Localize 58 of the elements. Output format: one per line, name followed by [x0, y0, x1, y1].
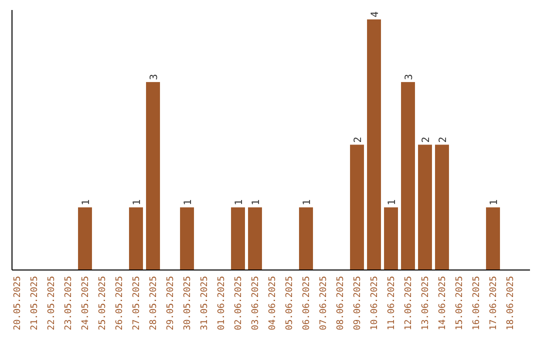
bar [367, 19, 381, 270]
bar [180, 207, 194, 270]
x-tick-label: 08.06.2025 [336, 276, 346, 330]
x-tick-label: 10.06.2025 [370, 276, 380, 330]
x-tick-label: 12.06.2025 [404, 276, 414, 330]
x-tick-label: 09.06.2025 [353, 276, 364, 330]
x-tick-label: 21.05.2025 [30, 276, 40, 330]
data-label: 1 [489, 199, 500, 206]
data-label: 1 [387, 199, 398, 206]
x-tick-label: 22.05.2025 [47, 276, 58, 330]
x-tick-label: 14.06.2025 [438, 276, 448, 330]
bar [401, 82, 415, 270]
x-tick-label: 06.06.2025 [302, 276, 312, 330]
x-tick-label: 01.06.2025 [217, 276, 228, 330]
bar [350, 144, 364, 270]
x-tick-label: 23.05.2025 [64, 276, 74, 330]
x-tick-label: 17.06.2025 [489, 276, 500, 330]
x-tick-label: 13.06.2025 [421, 276, 432, 330]
bar [146, 82, 160, 270]
x-tick-label: 03.06.2025 [251, 276, 262, 330]
bar [384, 207, 398, 270]
x-tick-label: 28.05.2025 [149, 276, 160, 330]
bar [486, 207, 500, 270]
bar [231, 207, 245, 270]
bar [299, 207, 313, 270]
bar [435, 144, 449, 270]
data-label: 2 [353, 136, 364, 143]
bar [129, 207, 143, 270]
bar [418, 144, 432, 270]
data-label: 1 [132, 199, 143, 206]
x-tick-label: 30.05.2025 [183, 276, 194, 330]
data-label: 1 [234, 199, 245, 206]
data-label: 4 [370, 11, 381, 18]
x-tick-label: 29.05.2025 [166, 276, 176, 330]
x-tick-label: 02.06.2025 [234, 276, 244, 330]
x-tick-label: 25.05.2025 [98, 276, 108, 330]
x-tick-label: 27.05.2025 [132, 276, 142, 330]
data-label: 2 [438, 136, 449, 143]
x-tick-label: 20.05.2025 [13, 276, 24, 330]
bar [248, 207, 262, 270]
data-label: 1 [302, 199, 313, 206]
data-label: 1 [183, 199, 194, 206]
x-tick-label: 05.06.2025 [285, 276, 296, 330]
x-tick-label: 18.06.2025 [506, 276, 516, 330]
x-tick-label: 24.05.2025 [81, 276, 92, 330]
data-label: 1 [81, 199, 92, 206]
x-tick-label: 16.06.2025 [472, 276, 482, 330]
x-tick-label: 31.05.2025 [200, 276, 210, 330]
data-label: 3 [404, 74, 415, 80]
x-tick-label: 26.05.2025 [115, 276, 126, 330]
data-label: 1 [251, 199, 262, 206]
x-tick-label: 04.06.2025 [268, 276, 278, 330]
data-label: 2 [421, 136, 432, 143]
x-tick-label: 07.06.2025 [319, 276, 330, 330]
x-tick-label: 11.06.2025 [387, 276, 398, 330]
x-tick-label: 15.06.2025 [455, 276, 466, 330]
data-label: 3 [149, 74, 160, 80]
bar [78, 207, 92, 270]
